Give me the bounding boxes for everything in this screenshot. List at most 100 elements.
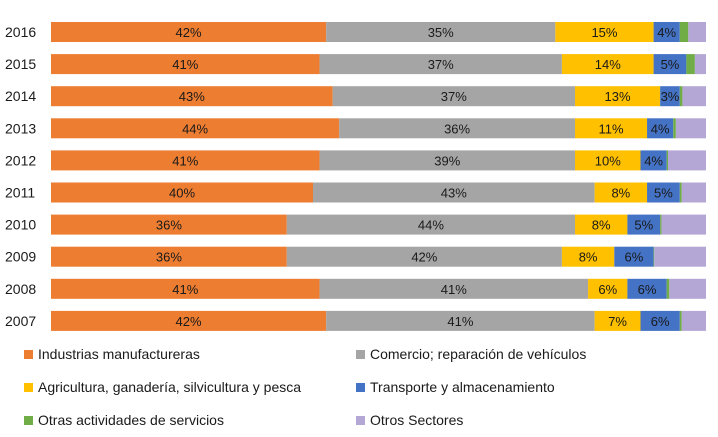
data-label-2016-series-0: 42% xyxy=(176,25,202,40)
bar-segment-2008-series-3 xyxy=(627,278,667,299)
legend-item-3: Transporte y almacenamiento xyxy=(356,377,555,397)
data-label-2015-series-1: 37% xyxy=(428,57,454,72)
bars-layer xyxy=(51,22,706,331)
bar-segment-2007-series-0 xyxy=(51,310,327,331)
legend-swatch-3 xyxy=(356,382,365,392)
bar-segment-2016-series-4 xyxy=(679,22,689,42)
bar-segment-2014-series-5 xyxy=(682,86,706,107)
data-label-2009-series-2: 8% xyxy=(579,250,598,265)
bar-segment-2007-series-4 xyxy=(679,310,682,331)
bar-segment-2015-series-3 xyxy=(653,54,687,75)
bar-segment-2013-series-5 xyxy=(675,118,706,139)
bar-segment-2008-series-4 xyxy=(666,278,670,299)
data-label-2015-series-0: 41% xyxy=(172,57,198,72)
bar-segment-2010-series-5 xyxy=(661,214,706,235)
bar-segment-2010-series-3 xyxy=(627,214,661,235)
bar-segment-2012-series-4 xyxy=(666,150,669,171)
data-label-2012-series-2: 10% xyxy=(595,153,621,168)
data-label-2007-series-3: 6% xyxy=(651,314,670,329)
bar-segment-2010-series-2 xyxy=(575,214,628,235)
bar-segment-2008-series-0 xyxy=(51,278,320,299)
legend-label-2: Agricultura, ganadería, silvicultura y p… xyxy=(38,379,302,395)
year-label-2016: 2016 xyxy=(5,24,36,40)
data-label-2009-series-3: 6% xyxy=(625,250,644,265)
legend-label-3: Transporte y almacenamiento xyxy=(370,379,555,395)
legend-item-0: Industrias manufactureras xyxy=(24,344,200,364)
legend-label-1: Comercio; reparación de vehículos xyxy=(370,346,587,362)
data-label-2009-series-0: 36% xyxy=(156,250,182,265)
bar-segment-2010-series-1 xyxy=(286,214,575,235)
year-label-2011: 2011 xyxy=(5,185,35,201)
data-label-2016-series-3: 4% xyxy=(657,25,676,40)
bar-segment-2013-series-2 xyxy=(575,118,648,139)
data-label-2015-series-3: 5% xyxy=(661,57,680,72)
data-label-2013-series-3: 4% xyxy=(651,121,670,136)
data-label-2015-series-2: 14% xyxy=(595,57,621,72)
bar-segment-2007-series-5 xyxy=(681,310,706,331)
data-label-2007-series-2: 7% xyxy=(608,314,627,329)
bar-segment-2014-series-0 xyxy=(51,86,333,107)
legend-item-4: Otras actividades de servicios xyxy=(24,410,224,430)
bar-segment-2013-series-3 xyxy=(647,118,674,139)
data-label-2012-series-3: 4% xyxy=(644,153,663,168)
bar-segment-2009-series-2 xyxy=(561,246,615,267)
year-label-2013: 2013 xyxy=(5,120,36,136)
legend-item-2: Agricultura, ganadería, silvicultura y p… xyxy=(24,377,301,397)
data-label-2008-series-2: 6% xyxy=(598,282,617,297)
data-label-2013-series-1: 36% xyxy=(444,121,470,136)
bar-segment-2015-series-2 xyxy=(561,54,654,75)
bar-segment-2009-series-5 xyxy=(654,246,706,267)
data-label-2011-series-0: 40% xyxy=(169,186,195,201)
bar-segment-2015-series-4 xyxy=(686,54,695,75)
bar-segment-2016-series-1 xyxy=(326,22,556,42)
legend-item-1: Comercio; reparación de vehículos xyxy=(356,344,586,364)
bar-segment-2010-series-4 xyxy=(660,214,662,235)
year-label-2014: 2014 xyxy=(5,88,36,104)
legend-swatch-4 xyxy=(24,415,33,425)
legend: Industrias manufactureras Comercio; repar… xyxy=(24,342,704,432)
data-label-2014-series-2: 13% xyxy=(605,89,631,104)
year-label-2009: 2009 xyxy=(5,249,36,265)
data-label-2011-series-2: 8% xyxy=(611,186,630,201)
data-label-2010-series-2: 8% xyxy=(592,218,611,233)
data-label-2011-series-3: 5% xyxy=(654,186,673,201)
data-label-2010-series-3: 5% xyxy=(634,218,653,233)
data-label-2013-series-2: 11% xyxy=(598,121,623,136)
data-label-2010-series-1: 44% xyxy=(418,218,444,233)
bar-segment-2008-series-1 xyxy=(319,278,589,299)
bar-segment-2009-series-4 xyxy=(653,246,655,267)
bar-segment-2010-series-0 xyxy=(51,214,287,235)
bar-segment-2012-series-2 xyxy=(575,150,641,171)
data-label-2007-series-0: 42% xyxy=(176,314,202,329)
legend-label-5: Otros Sectores xyxy=(370,412,464,428)
data-label-2014-series-0: 43% xyxy=(179,89,205,104)
bar-segment-2015-series-5 xyxy=(694,54,706,75)
bar-segment-2011-series-4 xyxy=(679,182,682,203)
legend-swatch-5 xyxy=(356,415,365,425)
legend-swatch-1 xyxy=(356,349,365,359)
bar-segment-2007-series-1 xyxy=(326,310,595,331)
bar-segment-2007-series-3 xyxy=(640,310,680,331)
year-label-2010: 2010 xyxy=(5,217,36,233)
bar-segment-2013-series-4 xyxy=(673,118,676,139)
bar-segment-2009-series-3 xyxy=(614,246,654,267)
bar-segment-2012-series-0 xyxy=(51,150,320,171)
data-label-2012-series-0: 41% xyxy=(172,153,198,168)
data-label-2008-series-3: 6% xyxy=(638,282,657,297)
bar-segment-2016-series-3 xyxy=(653,22,680,42)
bar-segment-2016-series-2 xyxy=(555,22,654,42)
data-label-2016-series-2: 15% xyxy=(591,25,617,40)
data-label-2007-series-1: 41% xyxy=(447,314,473,329)
bar-segment-2011-series-0 xyxy=(51,182,313,203)
legend-label-0: Industrias manufactureras xyxy=(38,346,200,362)
legend-swatch-0 xyxy=(24,349,33,359)
data-label-2010-series-0: 36% xyxy=(156,218,182,233)
stacked-bar-chart: 2016 2015 2014 2013 2012 2011 2010 2009 2008 2007… xyxy=(5,22,706,331)
data-label-2008-series-0: 41% xyxy=(172,282,198,297)
data-labels-layer: 42% 35% 15% 4% 41% 37% 14% 5% 43% 37% 13% 3% 44% 36% 1… xyxy=(156,25,680,329)
legend-label-4: Otras actividades de servicios xyxy=(38,412,224,428)
year-label-2015: 2015 xyxy=(5,56,36,72)
bar-segment-2007-series-2 xyxy=(594,310,641,331)
data-label-2009-series-1: 42% xyxy=(411,250,437,265)
